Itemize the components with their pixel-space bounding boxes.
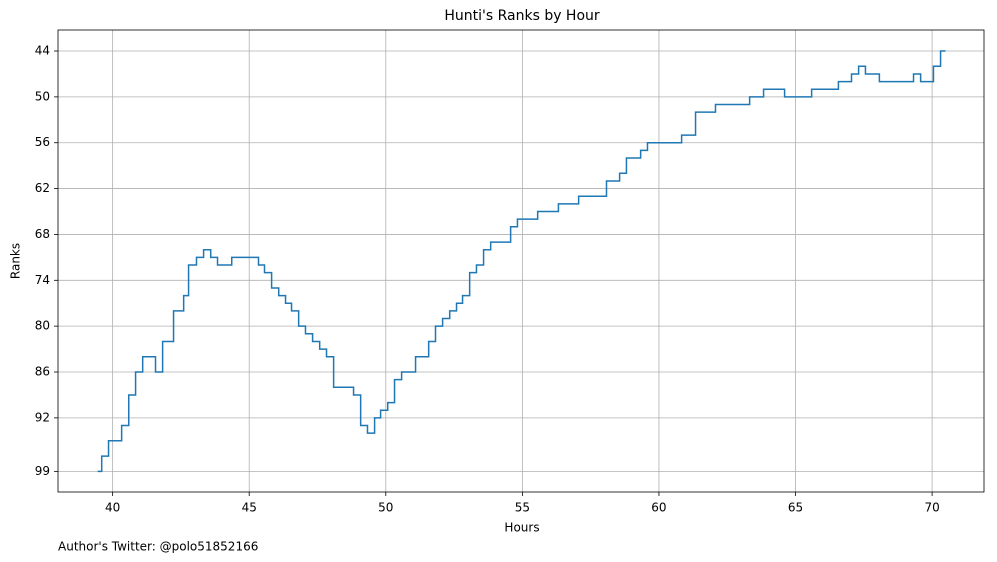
x-tick-label: 60 [651,501,666,515]
rank-line [97,50,946,473]
y-tick-label: 56 [35,135,50,149]
x-tick-label: 65 [788,501,803,515]
y-tick-label: 80 [35,319,50,333]
x-tick-label: 55 [515,501,530,515]
plot-frame [57,29,985,493]
x-tick-label: 45 [242,501,257,515]
chart-title: Hunti's Ranks by Hour [444,8,600,24]
y-tick-label: 62 [35,181,50,195]
y-axis-label: Ranks [9,243,23,279]
y-tick-label: 92 [35,410,50,424]
y-tick-label: 68 [35,227,50,241]
x-tick-label: 70 [924,501,939,515]
y-tick-label: 74 [35,273,50,287]
x-tick-label: 50 [378,501,393,515]
x-tick-label: 40 [105,501,120,515]
y-tick-label: 99 [35,464,50,478]
y-tick-label: 86 [35,365,50,379]
y-tick-label: 50 [35,89,50,103]
x-axis-label: Hours [504,521,539,535]
y-tick-label: 44 [35,44,50,58]
footer-note: Author's Twitter: @polo51852166 [58,540,258,554]
